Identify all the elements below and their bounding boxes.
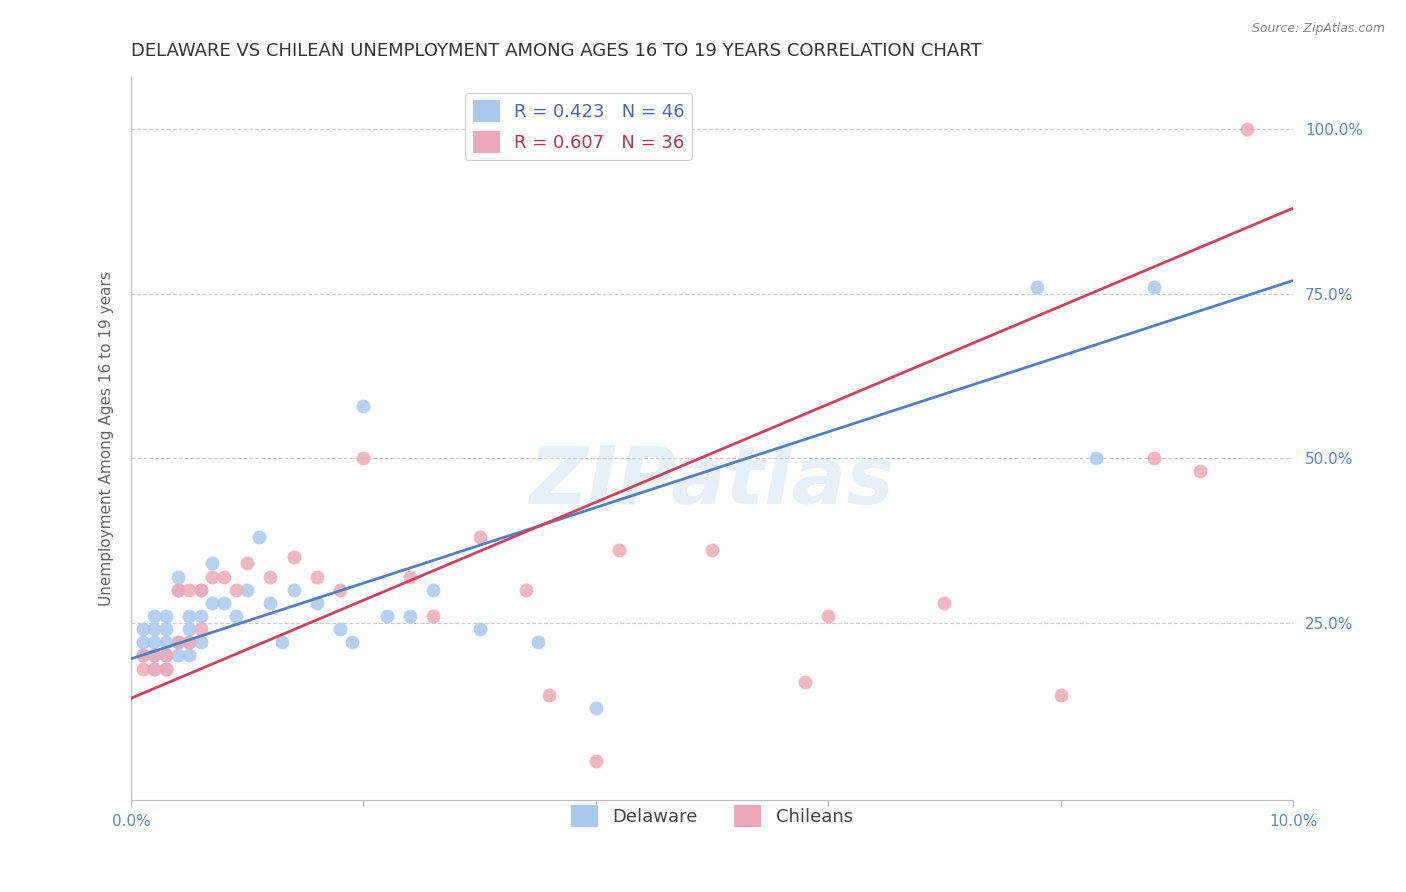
Point <box>166 569 188 583</box>
Point <box>190 582 212 597</box>
Point <box>1189 464 1212 478</box>
Point <box>259 596 281 610</box>
Point <box>179 635 201 649</box>
Point <box>131 622 153 636</box>
Y-axis label: Unemployment Among Ages 16 to 19 years: Unemployment Among Ages 16 to 19 years <box>100 271 114 606</box>
Point <box>131 648 153 663</box>
Point <box>1049 688 1071 702</box>
Point <box>166 648 188 663</box>
Point <box>179 648 201 663</box>
Point <box>155 648 177 663</box>
Point <box>340 635 363 649</box>
Text: DELAWARE VS CHILEAN UNEMPLOYMENT AMONG AGES 16 TO 19 YEARS CORRELATION CHART: DELAWARE VS CHILEAN UNEMPLOYMENT AMONG A… <box>131 42 981 60</box>
Point <box>1236 122 1258 136</box>
Point <box>305 596 328 610</box>
Point <box>352 399 374 413</box>
Point <box>143 609 166 624</box>
Point <box>155 622 177 636</box>
Point <box>166 582 188 597</box>
Point <box>190 635 212 649</box>
Point <box>794 674 817 689</box>
Point <box>515 582 537 597</box>
Point <box>201 596 224 610</box>
Point <box>399 569 422 583</box>
Point <box>1143 280 1166 294</box>
Point <box>143 648 166 663</box>
Point <box>1084 451 1107 466</box>
Point <box>143 648 166 663</box>
Point <box>225 609 247 624</box>
Point <box>585 754 607 768</box>
Point <box>179 622 201 636</box>
Point <box>155 648 177 663</box>
Point <box>190 582 212 597</box>
Point <box>166 635 188 649</box>
Point <box>236 582 259 597</box>
Text: ZIPatlas: ZIPatlas <box>530 442 894 521</box>
Point <box>422 609 444 624</box>
Point <box>166 582 188 597</box>
Point <box>1143 451 1166 466</box>
Point <box>283 582 305 597</box>
Point <box>352 451 374 466</box>
Point <box>131 635 153 649</box>
Point <box>225 582 247 597</box>
Legend: Delaware, Chileans: Delaware, Chileans <box>564 798 860 835</box>
Point <box>934 596 956 610</box>
Point <box>179 582 201 597</box>
Point <box>399 609 422 624</box>
Point <box>329 582 352 597</box>
Point <box>468 622 491 636</box>
Point <box>190 622 212 636</box>
Point <box>131 648 153 663</box>
Point <box>143 662 166 676</box>
Point <box>155 609 177 624</box>
Point <box>585 701 607 715</box>
Point <box>155 635 177 649</box>
Text: Source: ZipAtlas.com: Source: ZipAtlas.com <box>1251 22 1385 36</box>
Point <box>155 662 177 676</box>
Point <box>271 635 294 649</box>
Point <box>212 569 235 583</box>
Point <box>259 569 281 583</box>
Point <box>700 543 723 558</box>
Point <box>201 557 224 571</box>
Point <box>166 635 188 649</box>
Point <box>817 609 839 624</box>
Point <box>305 569 328 583</box>
Point <box>1026 280 1049 294</box>
Point <box>329 622 352 636</box>
Point <box>143 622 166 636</box>
Point <box>538 688 561 702</box>
Point <box>143 662 166 676</box>
Point <box>179 609 201 624</box>
Point <box>179 635 201 649</box>
Point <box>212 596 235 610</box>
Point <box>422 582 444 597</box>
Point <box>526 635 548 649</box>
Point <box>143 635 166 649</box>
Point <box>201 569 224 583</box>
Point <box>283 549 305 564</box>
Point <box>468 530 491 544</box>
Point <box>247 530 270 544</box>
Point <box>190 609 212 624</box>
Point <box>236 557 259 571</box>
Point <box>607 543 630 558</box>
Point <box>131 662 153 676</box>
Point <box>375 609 398 624</box>
Point <box>155 662 177 676</box>
